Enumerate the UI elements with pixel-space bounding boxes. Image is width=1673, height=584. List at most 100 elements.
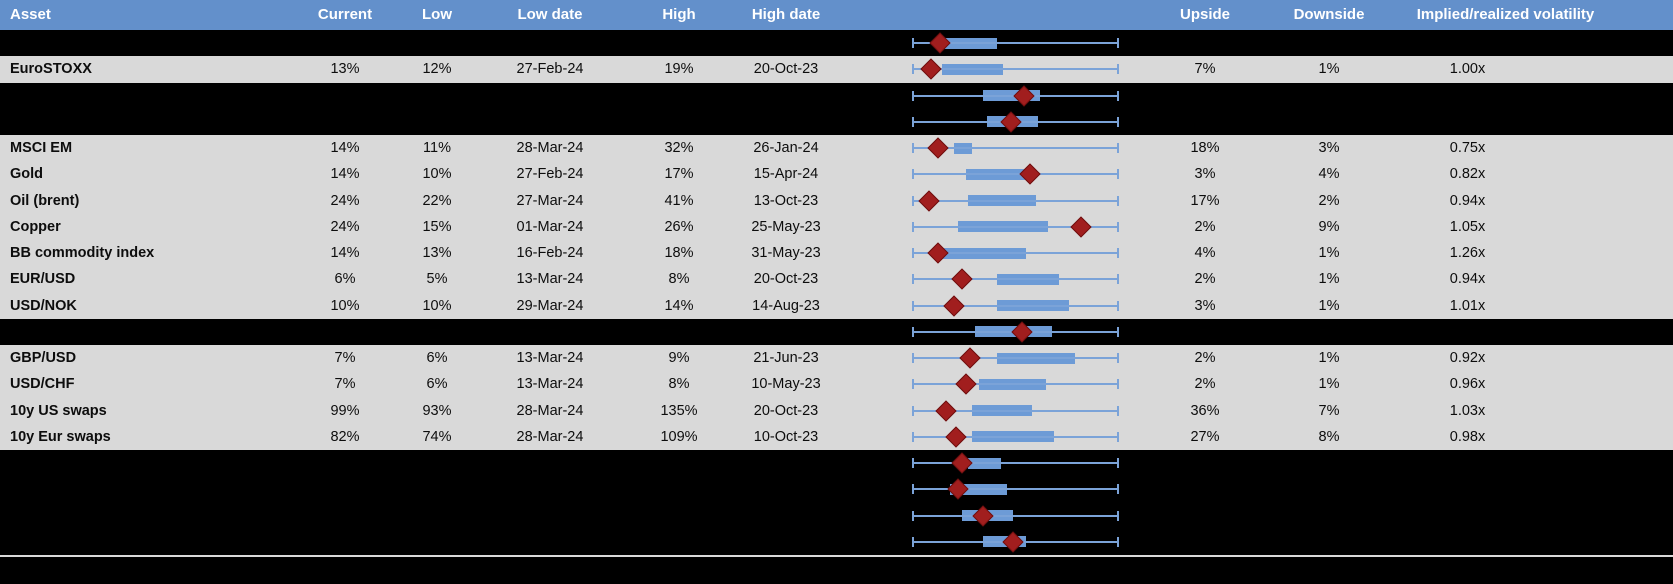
cell-upside (1128, 83, 1268, 109)
whisker-cap-right (1117, 90, 1119, 101)
cell-asset (0, 109, 298, 135)
cell-high-date: 10-May-23 (751, 376, 821, 393)
range-boxplot (912, 476, 1119, 502)
cell-ivrv: 1.26x (1449, 245, 1486, 261)
whisker-cap-left (912, 405, 914, 416)
cell-ivrv: 0.94x (1449, 192, 1486, 209)
cell-current (298, 30, 392, 56)
cell-low-date: 28-Mar-24 (516, 402, 584, 419)
cell-downside: 1% (1318, 245, 1340, 261)
boxplot-cell (850, 371, 1128, 397)
cell-asset: EuroSTOXX (10, 61, 92, 78)
cell-upside (1128, 503, 1268, 529)
cell-upside: 2% (1194, 350, 1216, 366)
cell-low: 5% (426, 271, 448, 288)
whisker-cap-right (1117, 221, 1119, 232)
current-marker-diamond-icon (947, 478, 969, 500)
range-boxplot (912, 161, 1119, 187)
whisker-cap-left (912, 143, 914, 154)
whisker-cap-left (912, 64, 914, 75)
cell-asset: EUR/USD (10, 271, 76, 288)
table-body: EuroSTOXX 13% 12% 27-Feb-24 19% 20-Oct-23 7% 1%… (0, 30, 1673, 555)
cell-high-date: 26-Jan-24 (753, 140, 819, 156)
current-marker-diamond-icon (929, 32, 951, 54)
boxplot-cell (850, 529, 1128, 555)
cell-downside (1268, 450, 1390, 476)
cell-high: 135% (660, 402, 698, 419)
cell-downside: 1% (1318, 297, 1340, 314)
cell-upside (1128, 476, 1268, 502)
cell-high-date: 20-Oct-23 (753, 402, 819, 419)
table-row: USD/CHF 7% 6% 13-Mar-24 8% 10-May-23 2% 1% 0.96x (0, 371, 1673, 398)
cell-upside (1128, 30, 1268, 56)
whisker-cap-left (912, 326, 914, 337)
boxplot-cell (850, 188, 1128, 214)
whisker-cap-right (1117, 326, 1119, 337)
table-row: Copper 24% 15% 01-Mar-24 26% 25-May-23 2% 9% 1.0… (0, 213, 1673, 240)
current-marker-diamond-icon (955, 373, 977, 395)
whisker-cap-left (912, 300, 914, 311)
cell-downside: 7% (1318, 402, 1340, 419)
whisker-cap-right (1117, 353, 1119, 364)
cell-downside: 9% (1318, 218, 1340, 235)
cell-high: 14% (664, 297, 694, 314)
column-header-downside: Downside (1293, 6, 1365, 23)
boxplot-cell (850, 30, 1128, 56)
cell-high (618, 109, 740, 135)
cell-high-date (740, 109, 850, 135)
cell-asset: Oil (brent) (10, 192, 80, 209)
cell-low (392, 450, 482, 476)
whisker-cap-right (1117, 536, 1119, 547)
range-boxplot (912, 56, 1119, 82)
current-marker-diamond-icon (972, 505, 994, 527)
boxplot-cell (850, 214, 1128, 240)
cell-low-date: 29-Mar-24 (516, 297, 584, 314)
cell-downside (1268, 109, 1390, 135)
boxplot-cell (850, 476, 1128, 502)
cell-high (618, 30, 740, 56)
range-boxplot (912, 188, 1119, 214)
cell-high: 9% (668, 350, 690, 366)
whisker-line (913, 42, 1118, 45)
cell-high-date: 25-May-23 (751, 218, 821, 235)
cell-high-date (740, 503, 850, 529)
whisker-line (913, 147, 1118, 150)
range-boxplot (912, 293, 1119, 319)
whisker-cap-right (1117, 64, 1119, 75)
whisker-line (913, 435, 1118, 438)
boxplot-cell (850, 135, 1128, 161)
cell-current (298, 529, 392, 555)
range-boxplot (912, 30, 1119, 56)
cell-current (298, 83, 392, 109)
cell-low-date: 13-Mar-24 (516, 376, 584, 393)
cell-low-date: 27-Mar-24 (516, 192, 584, 209)
current-marker-diamond-icon (951, 452, 973, 474)
column-header-high-date: High date (751, 6, 821, 23)
cell-ivrv: 0.98x (1449, 428, 1486, 445)
cell-high-date: 10-Oct-23 (753, 428, 819, 445)
cell-high: 17% (664, 166, 694, 183)
cell-downside: 4% (1318, 166, 1340, 183)
cell-low-date: 27-Feb-24 (516, 61, 584, 78)
cell-current: 7% (334, 350, 356, 366)
table-row: USD/NOK 10% 10% 29-Mar-24 14% 14-Aug-23 3% 1% 1.… (0, 292, 1673, 319)
cell-downside (1268, 476, 1390, 502)
whisker-cap-left (912, 431, 914, 442)
cell-low (392, 30, 482, 56)
boxplot-cell (850, 83, 1128, 109)
boxplot-cell (850, 161, 1128, 187)
whisker-cap-left (912, 379, 914, 390)
current-marker-diamond-icon (1070, 216, 1092, 238)
whisker-cap-right (1117, 510, 1119, 521)
table-row: BB commodity index 14% 13% 16-Feb-24 18% 31-M… (0, 240, 1673, 267)
current-marker-diamond-icon (920, 58, 943, 80)
table-row: GBP/USD 7% 6% 13-Mar-24 9% 21-Jun-23 2% 1% 0.92x (0, 345, 1673, 372)
whisker-line (913, 68, 1118, 71)
cell-asset: USD/NOK (10, 297, 77, 314)
cell-low: 10% (422, 297, 452, 314)
column-header-ivrv: Implied/realized volatility (1416, 6, 1595, 23)
table-row: Oil (brent) 24% 22% 27-Mar-24 41% 13-Oct-23 17… (0, 187, 1673, 214)
boxplot-cell (850, 56, 1128, 82)
cell-ivrv: 0.75x (1449, 140, 1486, 156)
whisker-line (913, 225, 1118, 228)
